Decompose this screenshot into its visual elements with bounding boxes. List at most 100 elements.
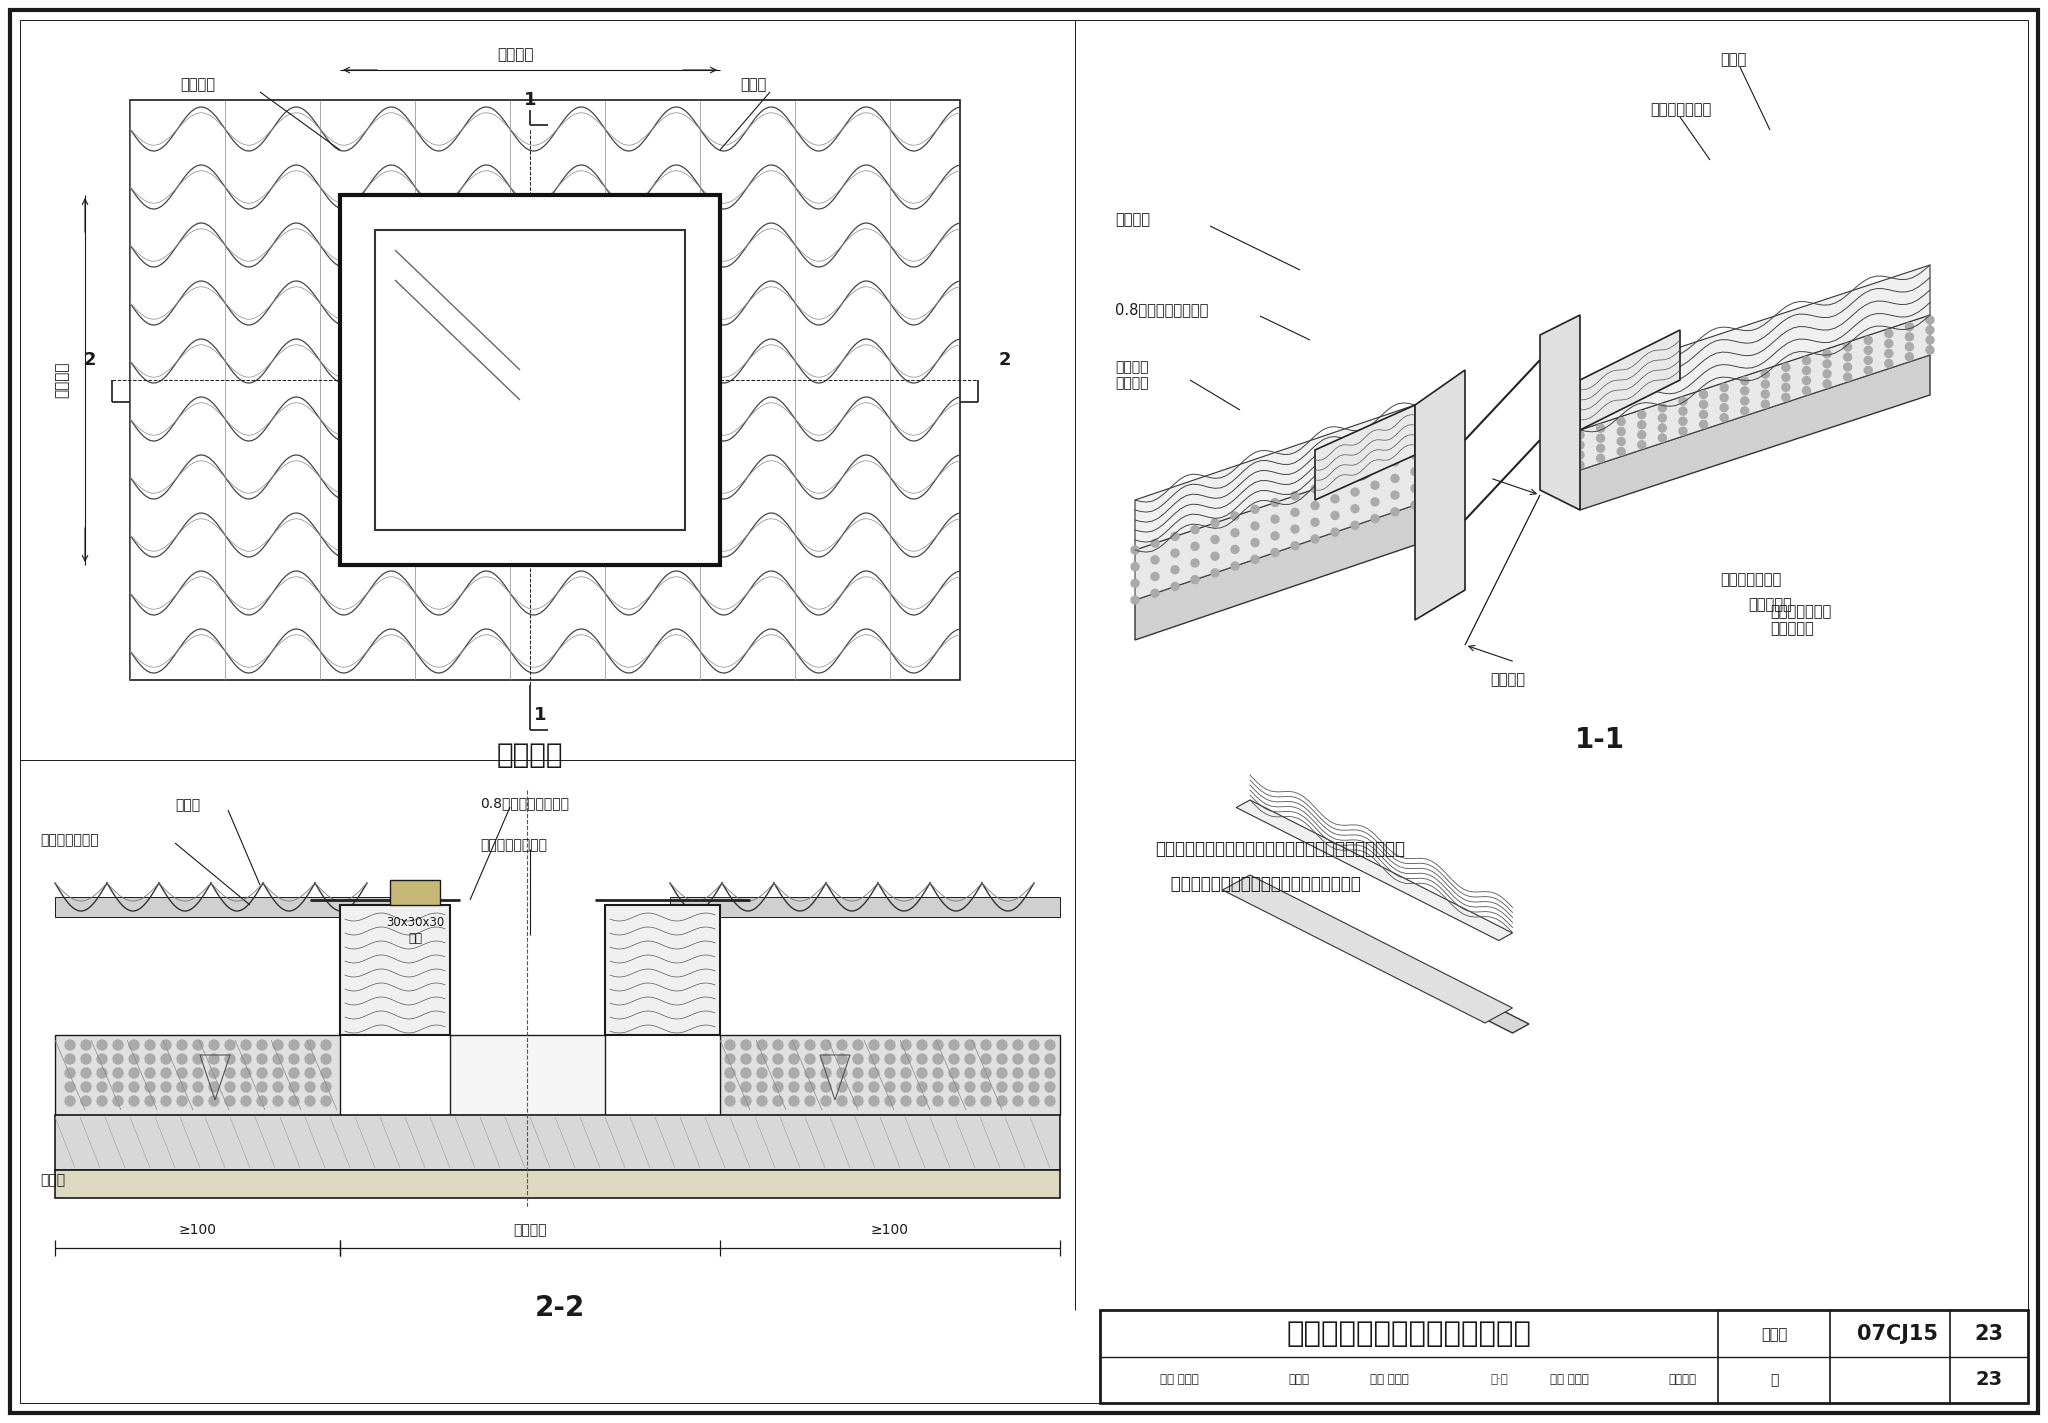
Circle shape: [948, 1096, 958, 1106]
Circle shape: [901, 1096, 911, 1106]
Circle shape: [838, 1054, 848, 1064]
Circle shape: [289, 1096, 299, 1106]
Circle shape: [1014, 1081, 1024, 1091]
Circle shape: [854, 1069, 862, 1079]
Circle shape: [1210, 535, 1219, 544]
Circle shape: [1741, 387, 1749, 394]
Circle shape: [1352, 488, 1360, 497]
Circle shape: [1720, 404, 1729, 411]
Circle shape: [162, 1069, 170, 1079]
Text: 天窗长度: 天窗长度: [1491, 673, 1526, 687]
Polygon shape: [1579, 330, 1679, 430]
Circle shape: [1618, 427, 1626, 435]
Circle shape: [1618, 437, 1626, 445]
Circle shape: [289, 1040, 299, 1050]
Circle shape: [821, 1081, 831, 1091]
Circle shape: [1231, 545, 1239, 554]
Circle shape: [838, 1096, 848, 1106]
Circle shape: [289, 1069, 299, 1079]
Circle shape: [725, 1096, 735, 1106]
Polygon shape: [1315, 406, 1415, 499]
Circle shape: [1192, 542, 1198, 551]
Circle shape: [1823, 370, 1831, 379]
Circle shape: [1391, 474, 1399, 482]
Circle shape: [868, 1069, 879, 1079]
Circle shape: [758, 1081, 768, 1091]
Circle shape: [176, 1069, 186, 1079]
Circle shape: [788, 1096, 799, 1106]
Circle shape: [145, 1054, 156, 1064]
Circle shape: [1782, 373, 1790, 381]
Circle shape: [772, 1054, 782, 1064]
Circle shape: [948, 1040, 958, 1050]
Circle shape: [1577, 461, 1583, 470]
Circle shape: [1782, 383, 1790, 391]
Circle shape: [1311, 501, 1319, 509]
Circle shape: [113, 1096, 123, 1106]
Polygon shape: [1223, 875, 1513, 1023]
Circle shape: [1679, 417, 1688, 425]
Circle shape: [965, 1040, 975, 1050]
Circle shape: [1761, 380, 1769, 388]
Circle shape: [1884, 340, 1892, 347]
Circle shape: [854, 1081, 862, 1091]
Circle shape: [1171, 582, 1180, 591]
Circle shape: [1823, 350, 1831, 357]
Circle shape: [289, 1081, 299, 1091]
Circle shape: [113, 1081, 123, 1091]
Circle shape: [1761, 400, 1769, 408]
Circle shape: [1130, 579, 1139, 588]
Circle shape: [145, 1081, 156, 1091]
Bar: [55, 1170, 1061, 1198]
Circle shape: [129, 1096, 139, 1106]
Circle shape: [272, 1054, 283, 1064]
Text: 有无保温隔热层
见项目设计: 有无保温隔热层 见项目设计: [1769, 603, 1831, 636]
Circle shape: [918, 1081, 928, 1091]
Text: 窗口附加
防水卷材: 窗口附加 防水卷材: [1114, 360, 1149, 390]
Circle shape: [1741, 377, 1749, 384]
Circle shape: [854, 1096, 862, 1106]
Circle shape: [145, 1069, 156, 1079]
Circle shape: [1659, 424, 1667, 433]
Circle shape: [758, 1096, 768, 1106]
Circle shape: [934, 1054, 942, 1064]
Circle shape: [1391, 491, 1399, 499]
Circle shape: [193, 1040, 203, 1050]
Circle shape: [1864, 356, 1872, 364]
Circle shape: [209, 1096, 219, 1106]
Text: 天窗宽度: 天窗宽度: [498, 47, 532, 63]
Text: 天窗宽度: 天窗宽度: [514, 1222, 547, 1237]
Circle shape: [918, 1040, 928, 1050]
Circle shape: [1411, 451, 1419, 460]
Circle shape: [838, 1081, 848, 1091]
Circle shape: [1638, 421, 1647, 428]
Circle shape: [1044, 1054, 1055, 1064]
Circle shape: [96, 1096, 106, 1106]
Circle shape: [772, 1069, 782, 1079]
Circle shape: [1130, 546, 1139, 554]
Circle shape: [305, 1096, 315, 1106]
Circle shape: [1925, 326, 1933, 334]
Circle shape: [272, 1069, 283, 1079]
Circle shape: [242, 1040, 252, 1050]
Circle shape: [1272, 548, 1280, 556]
Circle shape: [242, 1081, 252, 1091]
Circle shape: [1192, 525, 1198, 534]
Bar: [55, 1116, 1061, 1170]
Circle shape: [1391, 458, 1399, 465]
Text: 页: 页: [1769, 1373, 1778, 1387]
Circle shape: [96, 1069, 106, 1079]
Circle shape: [1311, 518, 1319, 527]
Circle shape: [1659, 414, 1667, 423]
Circle shape: [1210, 552, 1219, 561]
Circle shape: [741, 1096, 752, 1106]
Circle shape: [1782, 363, 1790, 371]
Circle shape: [176, 1096, 186, 1106]
Circle shape: [741, 1069, 752, 1079]
Circle shape: [113, 1069, 123, 1079]
Circle shape: [305, 1069, 315, 1079]
Circle shape: [96, 1040, 106, 1050]
Circle shape: [981, 1096, 991, 1106]
Text: 木块: 木块: [408, 932, 422, 945]
Circle shape: [1028, 1069, 1038, 1079]
